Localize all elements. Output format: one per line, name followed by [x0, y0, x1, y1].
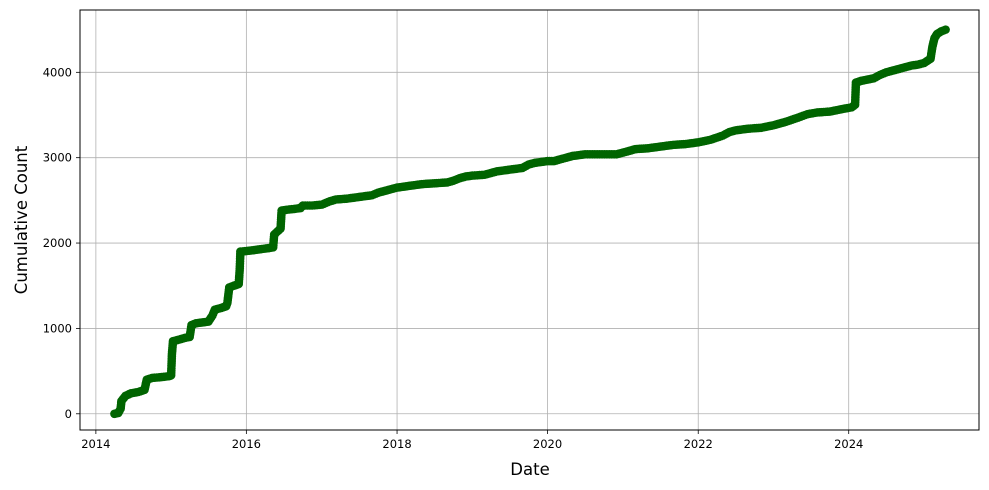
- x-tick-label: 2016: [232, 437, 261, 451]
- series-layer: [110, 25, 950, 419]
- x-tick-label: 2014: [81, 437, 110, 451]
- y-tick-label: 4000: [43, 65, 72, 79]
- data-point: [941, 25, 950, 34]
- y-axis-title: Cumulative Count: [12, 145, 31, 294]
- x-tick-label: 2018: [382, 437, 411, 451]
- x-tick-label: 2024: [834, 437, 863, 451]
- x-axis-title: Date: [510, 460, 549, 479]
- grid: [80, 10, 979, 430]
- axis-ticks: 2014 2016 2018 2020 2022 2024 0 1000 2000 3000 400…: [43, 65, 864, 451]
- y-tick-label: 3000: [43, 151, 72, 165]
- y-tick-label: 1000: [43, 321, 72, 335]
- plot-frame: [79, 9, 980, 431]
- x-tick-label: 2022: [684, 437, 713, 451]
- x-tick-label: 2020: [533, 437, 562, 451]
- y-tick-label: 0: [65, 407, 72, 421]
- y-tick-label: 2000: [43, 236, 72, 250]
